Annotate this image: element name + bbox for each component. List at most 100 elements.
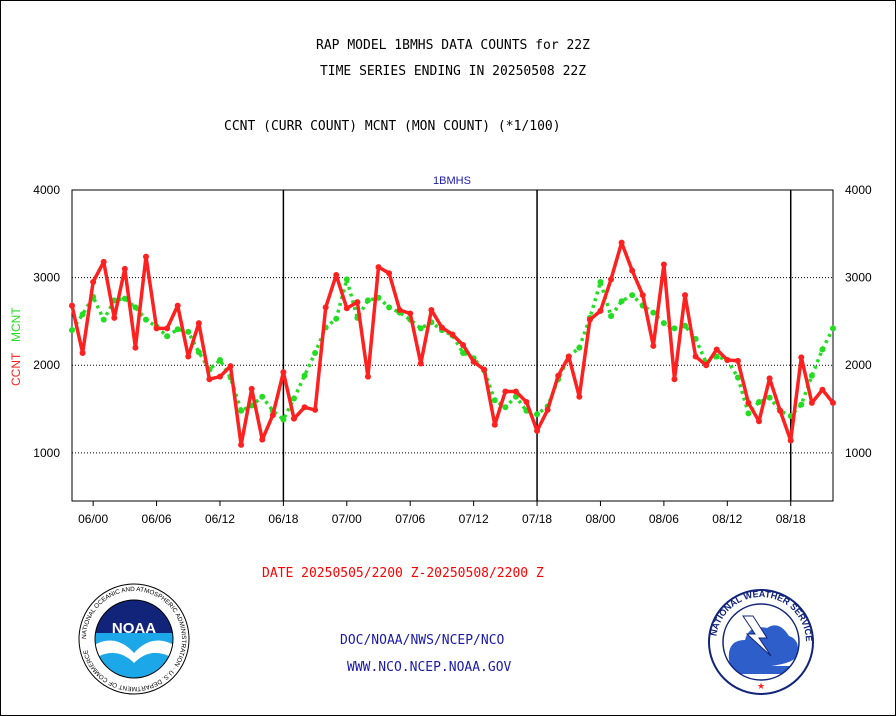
data-point-mcnt — [608, 313, 615, 320]
noaa-logo: NOAA NATIONAL OCEANIC AND ATMOSPHERIC AD… — [78, 583, 190, 695]
data-point-mcnt — [333, 315, 340, 322]
data-point-ccnt — [69, 302, 75, 309]
data-point-mcnt — [79, 311, 86, 318]
data-point-mcnt — [69, 327, 75, 334]
data-point-mcnt — [682, 322, 689, 329]
data-point-ccnt — [671, 376, 678, 383]
data-point-mcnt — [259, 393, 266, 400]
data-point-ccnt — [301, 404, 308, 411]
data-point-mcnt — [195, 349, 202, 356]
y-axis-label-mcnt: MCNT — [9, 307, 23, 342]
data-point-mcnt — [290, 395, 297, 402]
data-point-ccnt — [481, 366, 488, 373]
data-point-mcnt — [618, 298, 625, 305]
data-point-mcnt — [660, 320, 667, 327]
data-point-ccnt — [819, 386, 826, 393]
data-point-mcnt — [100, 316, 107, 323]
data-point-ccnt — [618, 239, 625, 246]
grid-layer — [72, 190, 833, 501]
data-point-ccnt — [470, 358, 477, 365]
data-point-ccnt — [322, 304, 329, 311]
data-point-mcnt — [491, 397, 498, 404]
data-point-ccnt — [586, 316, 593, 323]
data-point-ccnt — [512, 388, 519, 395]
data-point-mcnt — [534, 411, 541, 418]
data-point-mcnt — [798, 401, 805, 408]
x-tick-label: 08/18 — [776, 512, 806, 526]
data-point-ccnt — [724, 356, 731, 363]
data-point-mcnt — [343, 276, 350, 283]
data-point-mcnt — [502, 404, 509, 411]
data-point-ccnt — [692, 353, 699, 360]
data-point-ccnt — [491, 421, 498, 428]
data-point-ccnt — [227, 363, 234, 370]
data-point-mcnt — [576, 344, 583, 351]
data-point-mcnt — [830, 325, 836, 332]
plot-border — [71, 189, 834, 502]
data-point-ccnt — [164, 325, 171, 332]
data-point-ccnt — [386, 270, 393, 277]
nws-logo: NATIONAL WEATHER SERVICE ★ — [708, 589, 814, 695]
data-point-ccnt — [639, 292, 646, 299]
data-point-mcnt — [386, 304, 393, 311]
data-point-ccnt — [703, 362, 710, 369]
data-point-ccnt — [280, 369, 287, 376]
data-point-ccnt — [565, 353, 572, 360]
data-point-mcnt — [185, 328, 192, 335]
y-tick-label-left: 2000 — [33, 358, 60, 372]
data-point-ccnt — [195, 320, 202, 327]
data-point-ccnt — [206, 376, 213, 383]
y-tick-label-right: 3000 — [845, 271, 872, 285]
data-point-ccnt — [238, 441, 245, 448]
series-layer — [69, 239, 836, 448]
y-tick-label-left: 3000 — [33, 271, 60, 285]
data-point-ccnt — [216, 373, 223, 380]
data-point-ccnt — [343, 305, 350, 312]
data-point-mcnt — [238, 407, 245, 414]
data-point-mcnt — [174, 326, 181, 333]
data-point-ccnt — [79, 349, 86, 356]
plot-label: 1BMHS — [433, 175, 471, 187]
data-point-ccnt — [808, 399, 815, 406]
data-point-ccnt — [111, 314, 118, 321]
nws-star-icon: ★ — [757, 682, 765, 692]
x-tick-label: 07/18 — [522, 512, 552, 526]
axis-layer: 1000 1000 2000 2000 3000 3000 4000 4000 06/00 06/… — [33, 183, 872, 526]
data-point-mcnt — [121, 295, 128, 302]
chart-title-line2: TIME SERIES ENDING IN 20250508 22Z — [319, 64, 587, 79]
data-point-ccnt — [766, 375, 773, 382]
x-tick-label: 07/12 — [459, 512, 489, 526]
data-point-ccnt — [312, 406, 319, 413]
data-point-mcnt — [460, 349, 467, 356]
data-point-mcnt — [216, 356, 223, 363]
data-point-mcnt — [734, 374, 741, 381]
data-point-ccnt — [660, 261, 667, 268]
data-point-mcnt — [280, 416, 287, 423]
y-tick-label-left: 1000 — [33, 446, 60, 460]
data-point-ccnt — [650, 342, 657, 349]
data-point-mcnt — [713, 353, 720, 360]
x-tick-label: 06/06 — [142, 512, 172, 526]
data-point-mcnt — [650, 309, 657, 316]
data-point-mcnt — [745, 410, 752, 417]
y-tick-label-right: 1000 — [845, 446, 872, 460]
x-tick-label: 06/00 — [78, 512, 108, 526]
x-tick-label: 08/06 — [649, 512, 679, 526]
x-tick-label: 08/12 — [712, 512, 742, 526]
data-point-ccnt — [629, 267, 636, 274]
data-point-mcnt — [142, 316, 149, 323]
x-tick-label: 06/18 — [268, 512, 298, 526]
data-point-ccnt — [438, 324, 445, 331]
data-point-ccnt — [174, 302, 181, 309]
y-tick-label-right: 4000 — [845, 183, 872, 197]
data-point-ccnt — [787, 437, 794, 444]
data-point-mcnt — [819, 346, 826, 353]
data-point-mcnt — [132, 304, 139, 311]
data-point-ccnt — [449, 331, 456, 338]
x-tick-label: 06/12 — [205, 512, 235, 526]
data-point-ccnt — [396, 307, 403, 314]
data-point-ccnt — [153, 325, 160, 332]
data-point-ccnt — [597, 307, 604, 314]
data-point-ccnt — [354, 299, 361, 306]
data-point-ccnt — [333, 271, 340, 278]
